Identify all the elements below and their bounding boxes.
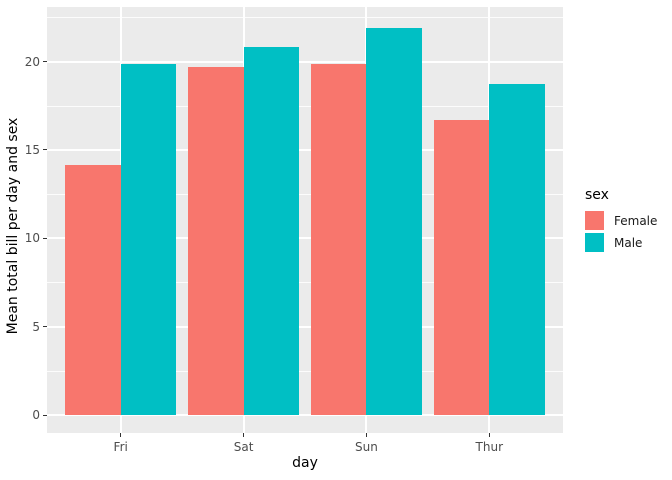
bar-female-sun [311,63,367,415]
bar-male-fri [120,64,176,415]
legend-item-male: Male [585,233,657,252]
gridline-minor [47,370,563,372]
x-tick-label: Sat [233,440,254,454]
legend-title: sex [585,187,609,203]
x-tick-mark [488,433,490,437]
y-tick-mark [43,414,47,416]
bar-female-fri [65,164,121,415]
gridline-major [47,237,563,240]
x-tick-mark [120,433,122,437]
gridline-minor [47,282,563,284]
gridline-minor [47,105,563,107]
y-tick-label: 5 [32,319,40,334]
bar-female-sat [188,67,244,415]
gridline-major [47,325,563,328]
y-tick-label: 20 [24,54,40,69]
bar-male-sun [366,28,422,415]
y-tick-mark [43,237,47,239]
x-axis-title: day [292,455,318,471]
bar-male-sat [243,47,299,415]
legend-item-female: Female [585,211,657,230]
y-axis-title: Mean total bill per day and sex [5,117,21,335]
bar-female-thur [434,119,490,415]
legend-key-female-swatch [585,211,604,230]
y-tick-label: 0 [32,408,40,422]
x-tick-label: Sun [355,440,378,454]
y-tick-mark [43,326,47,328]
plot-panel [47,7,563,433]
y-tick-label: 10 [24,231,40,246]
gridline-minor [47,17,563,19]
x-tick-mark [365,433,367,437]
gridline-major [47,414,563,416]
y-tick-mark [43,61,47,63]
legend-item-label: Female [614,213,658,228]
gridline-major [47,60,563,63]
y-tick-mark [43,149,47,151]
legend-key-male-swatch [585,233,604,252]
gridline-minor [47,194,563,196]
y-tick-label: 15 [24,142,40,157]
legend-items: Female Male [585,211,657,252]
legend-item-label: Male [614,235,643,250]
x-tick-label: Fri [113,440,128,454]
x-tick-label: Thur [475,440,504,454]
legend: sex Female Male [585,187,657,255]
gridline-major [47,148,563,151]
x-tick-mark [243,433,245,437]
bar-male-thur [489,84,545,415]
